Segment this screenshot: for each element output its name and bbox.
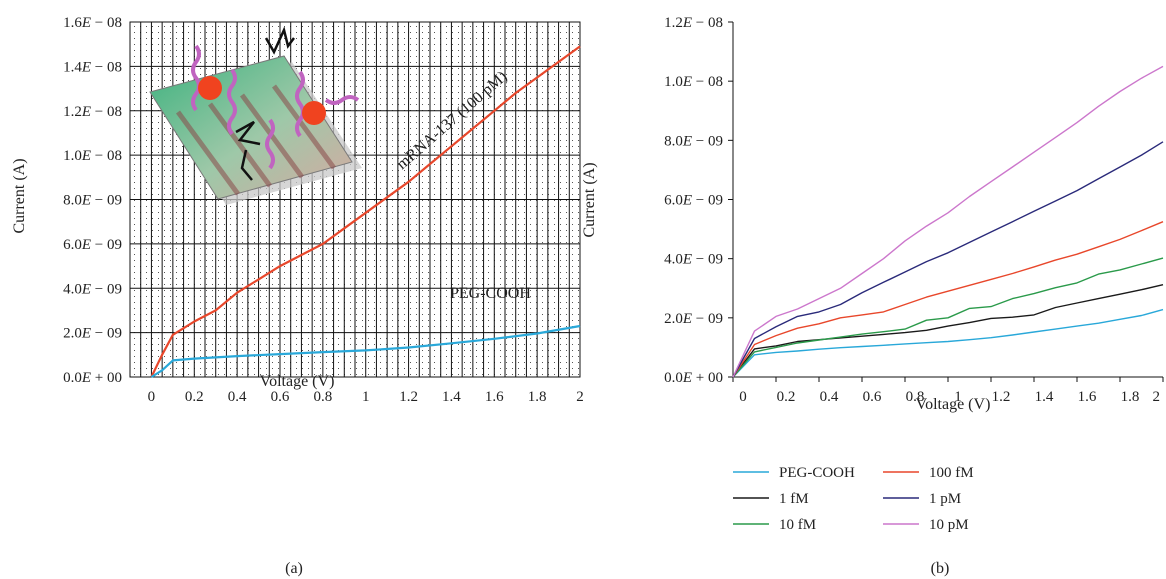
x-tick-label: 1.2 bbox=[399, 389, 418, 405]
y-tick-label: 1.2E − 08 bbox=[63, 104, 122, 120]
x-tick-label: 2 bbox=[576, 389, 584, 405]
panel-a-frame bbox=[129, 21, 581, 378]
x-tick-label: 1.4 bbox=[1035, 389, 1054, 405]
legend-item: 10 fM bbox=[733, 517, 816, 533]
series-line-1-pm bbox=[732, 141, 1164, 378]
x-tick-label: 0.2 bbox=[777, 389, 796, 405]
y-tick-label: 4.0E − 09 bbox=[63, 281, 122, 297]
bead-marker bbox=[198, 76, 222, 100]
probe-strand bbox=[191, 44, 201, 112]
legend-label: 100 fM bbox=[929, 465, 974, 481]
panel-a-y-tick-labels: 0.0E + 00 2.0E − 09 4.0E − 09 6.0E − 09 8.0E… bbox=[63, 15, 122, 386]
y-tick-label: 1.4E − 08 bbox=[63, 59, 122, 75]
series-line-mrna bbox=[150, 45, 581, 378]
x-tick-label: 0 bbox=[148, 389, 156, 405]
panel-a-y-axis-label: Current (A) bbox=[11, 158, 28, 233]
annotation-peg-cooh: PEG-COOH bbox=[450, 285, 531, 302]
x-tick-label: 0.6 bbox=[863, 389, 882, 405]
probe-strand bbox=[265, 118, 275, 170]
panel-b-y-tick-labels: 0.0E + 00 2.0E − 09 4.0E − 09 6.0E − 09 8.0E… bbox=[664, 15, 723, 386]
x-tick-label: 0.6 bbox=[271, 389, 290, 405]
probe-strand bbox=[324, 95, 360, 105]
panel-b-y-axis-label: Current (A) bbox=[581, 162, 598, 237]
y-tick-label: 0.0E + 00 bbox=[63, 370, 122, 386]
panel-b-x-tick-labels: 0 0.2 0.4 0.6 0.8 1 1.2 1.4 1.6 1.8 2 bbox=[739, 389, 1160, 405]
panel-a-series-lines bbox=[150, 45, 581, 378]
legend-item: 1 pM bbox=[883, 491, 961, 507]
probe-strand bbox=[295, 70, 305, 138]
series-line-10-pm bbox=[732, 65, 1164, 378]
electrode-stripe bbox=[271, 84, 337, 170]
panel-a-caption: (a) bbox=[285, 560, 303, 577]
series-line-peg-cooh bbox=[150, 324, 581, 378]
x-tick-label: 1.4 bbox=[442, 389, 461, 405]
x-tick-label: 1.2 bbox=[992, 389, 1011, 405]
y-tick-label: 4.0E − 09 bbox=[664, 252, 723, 268]
panel-a-axes bbox=[129, 21, 581, 378]
x-tick-label: 0.4 bbox=[228, 389, 247, 405]
panel-a-x-axis-label: Voltage (V) bbox=[260, 373, 335, 390]
legend-item: 10 pM bbox=[883, 517, 969, 533]
panel-b-axes bbox=[728, 21, 1164, 382]
x-tick-label: 2 bbox=[1153, 389, 1161, 405]
panel-b-series-lines bbox=[732, 65, 1164, 378]
target-strand bbox=[264, 26, 295, 55]
series-line-peg-cooh bbox=[732, 308, 1164, 378]
y-tick-label: 2.0E − 09 bbox=[63, 326, 122, 342]
legend-item: PEG-COOH bbox=[733, 465, 855, 481]
x-tick-label: 1.6 bbox=[485, 389, 504, 405]
legend-label: 10 fM bbox=[779, 517, 816, 533]
x-tick-label: 0 bbox=[739, 389, 747, 405]
y-tick-label: 1.0E − 08 bbox=[664, 74, 723, 90]
legend-label: 1 pM bbox=[929, 491, 961, 507]
target-strand bbox=[235, 120, 261, 146]
target-strand bbox=[240, 149, 253, 181]
legend-label: PEG-COOH bbox=[779, 465, 855, 481]
x-tick-label: 0.2 bbox=[185, 389, 204, 405]
electrode-stripe bbox=[175, 110, 241, 196]
y-tick-label: 8.0E − 09 bbox=[664, 133, 723, 149]
series-line-100-fm bbox=[732, 221, 1164, 378]
panel-b-x-axis-label: Voltage (V) bbox=[916, 396, 991, 413]
x-tick-label: 1 bbox=[954, 389, 962, 405]
panel-b-caption: (b) bbox=[931, 560, 950, 577]
x-tick-label: 1 bbox=[362, 389, 370, 405]
device-inset-illustration bbox=[149, 26, 362, 205]
y-tick-label: 6.0E − 09 bbox=[63, 237, 122, 253]
legend-label: 1 fM bbox=[779, 491, 809, 507]
x-tick-label: 1.6 bbox=[1078, 389, 1097, 405]
x-tick-label: 0.8 bbox=[906, 389, 925, 405]
probe-strand bbox=[227, 68, 237, 136]
y-tick-label: 6.0E − 09 bbox=[664, 193, 723, 209]
panel-a-chart: 0 0.2 0.4 0.6 0.8 1 1.2 1.4 1.6 1.8 2 0.0E + 00 2.0… bbox=[11, 15, 584, 577]
y-tick-label: 1.2E − 08 bbox=[664, 15, 723, 31]
y-tick-label: 8.0E − 09 bbox=[63, 193, 122, 209]
series-line-10-fm bbox=[732, 257, 1164, 378]
x-tick-label: 0.8 bbox=[313, 389, 332, 405]
x-tick-label: 0.4 bbox=[820, 389, 839, 405]
series-line-1-fm bbox=[732, 284, 1164, 378]
y-tick-label: 0.0E + 00 bbox=[664, 370, 723, 386]
legend-item: 1 fM bbox=[733, 491, 809, 507]
y-tick-label: 1.0E − 08 bbox=[63, 148, 122, 164]
bead-marker bbox=[302, 101, 326, 125]
panel-b-chart: 0 0.2 0.4 0.6 0.8 1 1.2 1.4 1.6 1.8 2 0.0E + 00 2.0… bbox=[581, 15, 1164, 577]
y-tick-label: 2.0E − 09 bbox=[664, 311, 723, 327]
panel-b-legend: PEG-COOH 1 fM 10 fM 100 fM 1 pM 10 pM bbox=[733, 465, 974, 533]
legend-item: 100 fM bbox=[883, 465, 974, 481]
y-tick-label: 1.6E − 08 bbox=[63, 15, 122, 31]
panel-a-x-tick-labels: 0 0.2 0.4 0.6 0.8 1 1.2 1.4 1.6 1.8 2 bbox=[148, 389, 584, 405]
electrode-stripe bbox=[207, 102, 273, 188]
legend-label: 10 pM bbox=[929, 517, 969, 533]
x-tick-label: 1.8 bbox=[528, 389, 547, 405]
x-tick-label: 1.8 bbox=[1121, 389, 1140, 405]
